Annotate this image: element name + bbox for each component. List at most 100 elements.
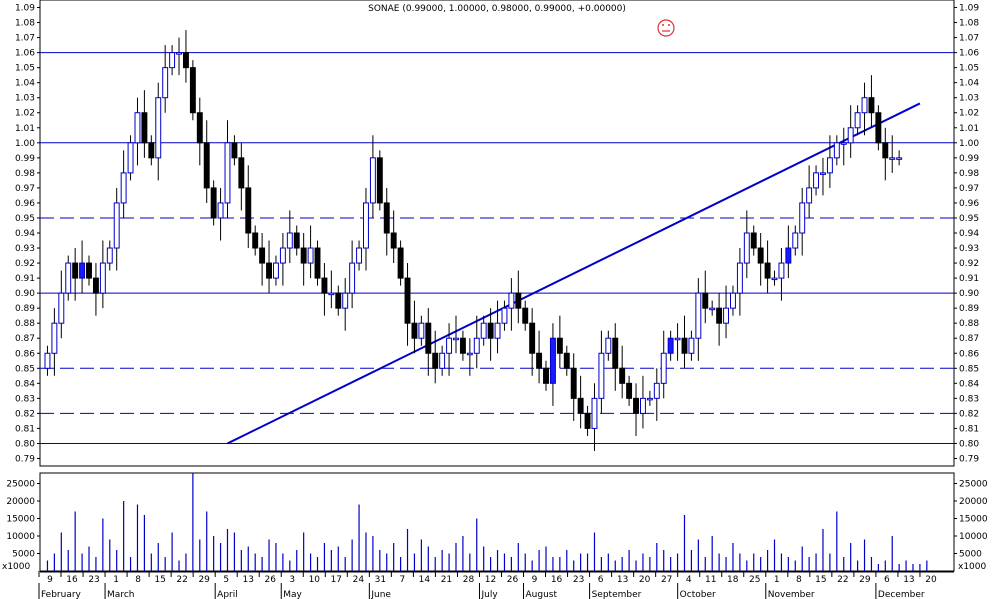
- price-bar-body: [508, 292, 515, 309]
- month-label: July: [480, 590, 498, 599]
- day-label: 17: [331, 575, 342, 585]
- price-tick-label-right: 0.80: [959, 439, 979, 449]
- price-bar: [605, 330, 612, 361]
- price-bar-body: [363, 202, 369, 249]
- day-label: 14: [419, 575, 431, 585]
- price-tick-label-left: 0.99: [15, 154, 35, 164]
- price-axis-left: 1.09 1.08 1.07 1.06 1.05 1.04 1.03 1.02 1.01 1.00…: [15, 4, 40, 464]
- day-label: 22: [176, 575, 187, 585]
- price-bar: [563, 345, 570, 376]
- price-bar-body: [861, 97, 868, 114]
- price-tick-label-right: 0.93: [959, 244, 979, 254]
- month-label: February: [41, 590, 82, 599]
- price-tick-label-left: 1.05: [15, 64, 35, 74]
- price-bar-body: [653, 382, 660, 399]
- price-bar-body: [432, 352, 439, 369]
- price-bar: [224, 120, 231, 218]
- price-tick-label-left: 1.08: [15, 19, 35, 29]
- price-bar-body: [321, 277, 328, 294]
- price-tick-label-left: 0.84: [15, 379, 35, 389]
- price-tick-label-left: 0.93: [15, 244, 35, 254]
- price-bar: [639, 375, 646, 429]
- day-label: 26: [265, 575, 277, 585]
- price-bar: [203, 120, 210, 203]
- price-bar: [799, 187, 806, 256]
- price-bar-body: [72, 262, 79, 279]
- price-bar-body: [162, 67, 169, 99]
- volume-tick-label-right: 15000: [959, 515, 988, 525]
- price-bar-body: [591, 397, 598, 429]
- price-bar: [383, 187, 390, 256]
- price-bar-body: [515, 292, 522, 309]
- price-bar-body: [826, 157, 833, 174]
- price-bar-body: [646, 397, 653, 401]
- price-bar-body: [349, 262, 356, 294]
- price-bar: [459, 330, 466, 361]
- price-tick-label-right: 0.88: [959, 319, 979, 329]
- price-tick-label-right: 0.96: [959, 199, 979, 209]
- price-bar-body: [79, 262, 86, 279]
- volume-tick-label-left: 15000: [6, 515, 35, 525]
- price-tick-label-left: 1.00: [15, 139, 35, 149]
- price-tick-label-right: 0.79: [959, 454, 979, 464]
- price-bar-body: [709, 307, 716, 311]
- price-tick-label-left: 0.94: [15, 229, 35, 239]
- price-bar: [238, 142, 245, 211]
- month-label: April: [217, 590, 238, 599]
- price-bar-body: [418, 322, 425, 339]
- volume-tick-label-left: 5000: [12, 550, 35, 560]
- price-bar-body: [286, 232, 293, 249]
- day-label: 29: [198, 575, 210, 585]
- price-bar-body: [356, 247, 363, 264]
- price-bar-body: [134, 112, 141, 144]
- trendline: [227, 102, 921, 445]
- horizontal-levels: [40, 52, 954, 444]
- day-label: 5: [223, 575, 229, 585]
- price-bar: [750, 225, 757, 256]
- price-bar: [868, 75, 875, 128]
- price-bars: [44, 30, 903, 451]
- volume-tick-label-right: 25000: [959, 480, 988, 490]
- price-bar-body: [619, 367, 626, 384]
- price-bar: [653, 368, 660, 421]
- price-bar: [875, 105, 882, 151]
- volume-tick-label-left: 20000: [6, 497, 35, 507]
- day-label: 23: [88, 575, 99, 585]
- price-bar: [127, 135, 134, 181]
- day-label: 20: [925, 575, 937, 585]
- price-bar-body: [598, 352, 605, 399]
- price-tick-label-right: 0.89: [959, 304, 979, 314]
- price-bar-body: [390, 232, 397, 249]
- volume-tick-label-left: 25000: [6, 480, 35, 490]
- price-bar: [286, 210, 293, 264]
- day-label: 8: [135, 575, 141, 585]
- price-bar: [854, 105, 861, 136]
- price-bar-body: [293, 232, 300, 249]
- price-bar: [813, 165, 820, 196]
- price-bar-body: [169, 52, 176, 69]
- price-bar-body: [92, 277, 99, 294]
- price-bar: [549, 323, 556, 406]
- price-bar-body: [688, 337, 695, 354]
- price-tick-label-right: 0.95: [959, 214, 979, 224]
- price-bar-body: [633, 397, 639, 414]
- day-label: 29: [859, 575, 871, 585]
- price-bar-body: [224, 142, 231, 204]
- price-bar-body: [605, 337, 612, 354]
- price-bar: [515, 270, 522, 324]
- price-bar: [626, 375, 633, 406]
- price-tick-label-right: 1.05: [959, 64, 979, 74]
- price-bar: [342, 278, 349, 331]
- price-bar: [660, 330, 667, 399]
- price-bar: [411, 300, 418, 354]
- price-bar-body: [279, 247, 286, 264]
- price-tick-label-left: 1.06: [15, 49, 35, 59]
- price-bar: [44, 345, 51, 376]
- price-bar: [743, 210, 750, 279]
- price-bar-body: [383, 202, 390, 234]
- day-label: 6: [598, 575, 604, 585]
- price-bar-body: [106, 247, 113, 264]
- price-tick-label-left: 0.95: [15, 214, 35, 224]
- price-bar: [792, 225, 799, 256]
- price-tick-label-left: 1.02: [15, 109, 35, 119]
